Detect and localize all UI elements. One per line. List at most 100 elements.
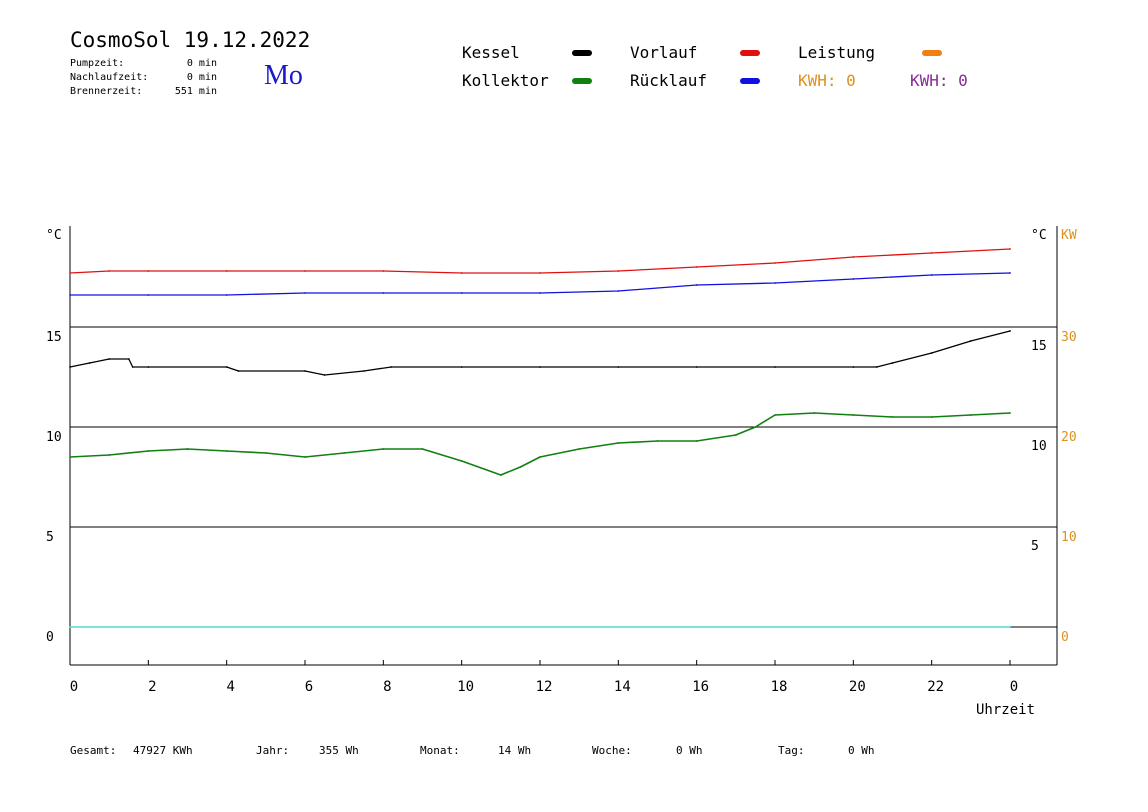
data-point-kollektor-21 — [813, 412, 816, 414]
data-point-vorlauf-4 — [304, 270, 306, 272]
footer-tag-label: Tag: — [778, 744, 805, 757]
footer-gesamt-label: Gesamt: — [70, 744, 117, 757]
data-point-kollektor-5 — [264, 452, 267, 454]
data-point-kessel-12 — [460, 366, 463, 368]
data-point-kollektor-7 — [343, 452, 346, 454]
y-left-unit: °C — [46, 228, 62, 243]
y-power-tick-20: 20 — [1061, 430, 1077, 445]
y-right-tick-5: 5 — [1031, 539, 1039, 554]
stat-value-pumpzeit: 0 min — [186, 58, 217, 69]
data-point-kollektor-22 — [852, 414, 855, 416]
legend-swatch-kessel — [572, 50, 592, 56]
series-line-vorlauf — [69, 248, 1011, 274]
y-power-unit: KW — [1061, 228, 1077, 243]
legend-label-kessel: Kessel — [462, 43, 520, 62]
data-point-kessel-15 — [695, 366, 698, 368]
data-point-kessel-20 — [930, 352, 933, 354]
data-point-kessel-9 — [323, 374, 326, 376]
kwh-total-orange: KWH: 0 — [798, 71, 856, 90]
data-point-rcklauf-3 — [304, 292, 306, 294]
y-power-tick-0: 0 — [1061, 630, 1069, 645]
legend-swatch-kollektor — [572, 78, 592, 84]
data-point-kessel-11 — [390, 366, 393, 368]
data-point-kollektor-2 — [147, 450, 150, 452]
data-point-kollektor-17 — [695, 440, 698, 442]
data-point-kollektor-0 — [69, 456, 71, 458]
stat-value-brennerzeit: 551 min — [174, 86, 217, 97]
y-right-tick-10: 10 — [1031, 439, 1047, 454]
footer-gesamt-value: 47927 KWh — [133, 744, 193, 757]
data-point-vorlauf-1 — [108, 270, 111, 272]
data-point-rcklauf-8 — [695, 284, 698, 286]
data-point-rcklauf-7 — [617, 290, 620, 292]
data-point-kollektor-19 — [754, 426, 757, 428]
series-line-kessel — [69, 330, 1011, 376]
x-tick-label-4: 8 — [383, 679, 391, 695]
legend-label-ruecklauf: Rücklauf — [630, 71, 708, 90]
x-tick-label-3: 6 — [305, 679, 313, 695]
footer-jahr-value: 355 Wh — [319, 744, 359, 757]
data-point-kollektor-16 — [656, 440, 659, 442]
x-tick-label-8: 16 — [692, 679, 709, 695]
data-point-vorlauf-8 — [617, 270, 620, 272]
data-point-vorlauf-11 — [852, 256, 855, 258]
data-point-kessel-7 — [237, 370, 240, 372]
data-point-kollektor-25 — [969, 414, 972, 416]
legend-swatch-leistung — [922, 50, 942, 56]
data-point-kessel-10 — [362, 370, 365, 372]
data-point-rcklauf-6 — [539, 292, 541, 294]
data-point-kollektor-26 — [1009, 412, 1011, 414]
data-point-kollektor-11 — [499, 474, 502, 476]
data-point-kollektor-24 — [930, 416, 933, 418]
chart-series — [69, 248, 1011, 628]
data-point-kollektor-9 — [421, 448, 424, 450]
data-point-kollektor-13 — [539, 456, 541, 458]
data-point-kollektor-15 — [617, 442, 620, 444]
data-point-rcklauf-11 — [930, 274, 933, 276]
x-tick-label-7: 14 — [614, 679, 631, 695]
y-power-tick-30: 30 — [1061, 330, 1077, 345]
kwh-total-purple: KWH: 0 — [910, 71, 968, 90]
data-point-kessel-17 — [852, 366, 855, 368]
stat-label-brennerzeit: Brennerzeit: — [70, 86, 143, 97]
data-point-vorlauf-10 — [774, 262, 776, 264]
data-point-kessel-21 — [969, 340, 972, 342]
data-point-kollektor-20 — [774, 414, 776, 416]
data-point-kessel-8 — [304, 370, 306, 372]
x-tick-label-12: 0 — [1010, 679, 1018, 695]
footer-woche-value: 0 Wh — [676, 744, 703, 757]
data-point-kollektor-8 — [382, 448, 385, 450]
data-point-rcklauf-0 — [69, 294, 71, 296]
data-point-kessel-6 — [225, 366, 228, 368]
footer-tag-value: 0 Wh — [848, 744, 875, 757]
chart-title: CosmoSol 19.12.2022 — [70, 28, 311, 52]
footer-woche-label: Woche: — [592, 744, 632, 757]
y-left-tick-0: 0 — [46, 630, 54, 645]
data-point-rcklauf-1 — [147, 294, 150, 296]
x-axis-label: Uhrzeit — [976, 702, 1035, 718]
data-point-kollektor-6 — [304, 456, 306, 458]
data-point-kessel-1 — [88, 362, 91, 364]
data-point-kessel-22 — [1009, 330, 1011, 332]
x-tick-label-6: 12 — [536, 679, 553, 695]
data-point-rcklauf-10 — [852, 278, 855, 280]
data-point-kollektor-1 — [108, 454, 111, 456]
y-right-tick-15: 15 — [1031, 339, 1047, 354]
data-point-vorlauf-3 — [225, 270, 228, 272]
data-point-kollektor-14 — [578, 448, 581, 450]
x-tick-label-10: 20 — [849, 679, 866, 695]
legend-swatch-vorlauf — [740, 50, 760, 56]
chart-axes — [69, 226, 1058, 666]
data-point-kessel-14 — [617, 366, 620, 368]
data-point-rcklauf-12 — [1009, 272, 1011, 274]
legend-label-leistung: Leistung — [798, 43, 876, 62]
data-point-vorlauf-12 — [930, 252, 933, 254]
data-point-kessel-16 — [774, 366, 776, 368]
y-left-tick-10: 10 — [46, 430, 62, 445]
y-right-unit: °C — [1031, 228, 1047, 243]
data-point-kollektor-3 — [186, 448, 189, 450]
series-line-kollektor — [69, 412, 1011, 476]
chart-labels: 0 5 10 15 °C 5 10 15 °C 0 10 20 30 KW 0 2 4 6 8 10 12 14 16 18 2… — [46, 228, 1077, 718]
stat-label-nachlaufzeit: Nachlaufzeit: — [70, 72, 149, 83]
